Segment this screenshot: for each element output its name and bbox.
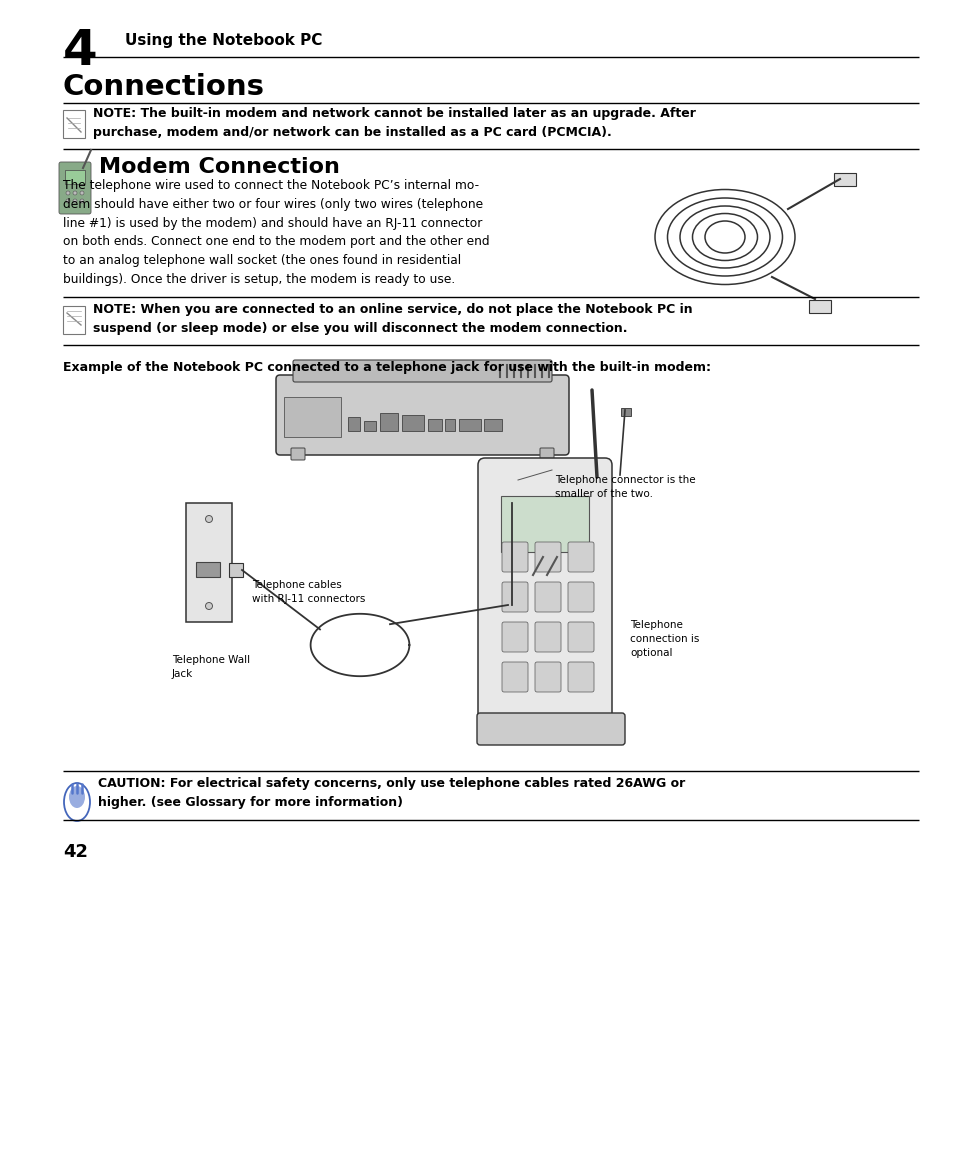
Ellipse shape (66, 191, 70, 195)
FancyBboxPatch shape (501, 623, 527, 653)
Ellipse shape (205, 515, 213, 522)
FancyBboxPatch shape (833, 173, 855, 186)
FancyBboxPatch shape (476, 713, 624, 745)
FancyBboxPatch shape (501, 582, 527, 612)
Bar (65, 170, 85, 184)
Text: Telephone cables
with RJ-11 connectors: Telephone cables with RJ-11 connectors (252, 580, 365, 604)
FancyBboxPatch shape (535, 662, 560, 692)
Ellipse shape (73, 199, 77, 203)
FancyBboxPatch shape (275, 375, 568, 455)
Text: NOTE: The built-in modem and network cannot be installed later as an upgrade. Af: NOTE: The built-in modem and network can… (92, 107, 695, 139)
FancyBboxPatch shape (567, 542, 594, 572)
Text: Telephone connector is the
smaller of the two.: Telephone connector is the smaller of th… (555, 475, 695, 499)
FancyBboxPatch shape (567, 582, 594, 612)
Ellipse shape (205, 603, 213, 610)
Text: Telephone
connection is
optional: Telephone connection is optional (629, 620, 699, 658)
Ellipse shape (66, 199, 70, 203)
Text: The telephone wire used to connect the Notebook PC’s internal mo-
dem should hav: The telephone wire used to connect the N… (63, 179, 489, 286)
Text: Connections: Connections (63, 73, 265, 100)
Bar (483, 419, 501, 431)
FancyBboxPatch shape (620, 408, 630, 416)
FancyBboxPatch shape (567, 623, 594, 653)
FancyBboxPatch shape (535, 623, 560, 653)
Ellipse shape (80, 191, 84, 195)
FancyBboxPatch shape (477, 459, 612, 726)
Ellipse shape (80, 199, 84, 203)
FancyBboxPatch shape (229, 562, 243, 578)
FancyBboxPatch shape (808, 300, 830, 313)
Bar (364, 422, 375, 431)
Ellipse shape (73, 191, 77, 195)
Bar (444, 419, 455, 431)
Text: Telephone Wall
Jack: Telephone Wall Jack (172, 655, 250, 679)
FancyBboxPatch shape (501, 542, 527, 572)
Text: Modem Connection: Modem Connection (99, 157, 339, 177)
Text: 42: 42 (63, 843, 88, 860)
FancyBboxPatch shape (63, 306, 85, 334)
FancyBboxPatch shape (503, 482, 518, 504)
FancyBboxPatch shape (291, 448, 305, 460)
FancyBboxPatch shape (535, 582, 560, 612)
Bar (348, 417, 359, 431)
FancyBboxPatch shape (293, 360, 552, 382)
FancyBboxPatch shape (535, 542, 560, 572)
Text: CAUTION: For electrical safety concerns, only use telephone cables rated 26AWG o: CAUTION: For electrical safety concerns,… (98, 777, 684, 808)
FancyBboxPatch shape (195, 562, 220, 578)
FancyBboxPatch shape (567, 662, 594, 692)
Bar (428, 419, 441, 431)
FancyBboxPatch shape (539, 448, 554, 460)
FancyBboxPatch shape (59, 162, 91, 214)
Ellipse shape (69, 787, 85, 808)
FancyBboxPatch shape (186, 502, 232, 623)
FancyBboxPatch shape (501, 662, 527, 692)
FancyBboxPatch shape (500, 495, 588, 552)
Bar (458, 419, 480, 431)
Text: 4: 4 (63, 27, 97, 75)
FancyBboxPatch shape (284, 397, 340, 437)
FancyBboxPatch shape (63, 110, 85, 137)
Text: Using the Notebook PC: Using the Notebook PC (125, 33, 322, 49)
Text: NOTE: When you are connected to an online service, do not place the Notebook PC : NOTE: When you are connected to an onlin… (92, 303, 692, 335)
Text: Example of the Notebook PC connected to a telephone jack for use with the built-: Example of the Notebook PC connected to … (63, 362, 710, 374)
Bar (401, 415, 423, 431)
Bar (379, 413, 397, 431)
